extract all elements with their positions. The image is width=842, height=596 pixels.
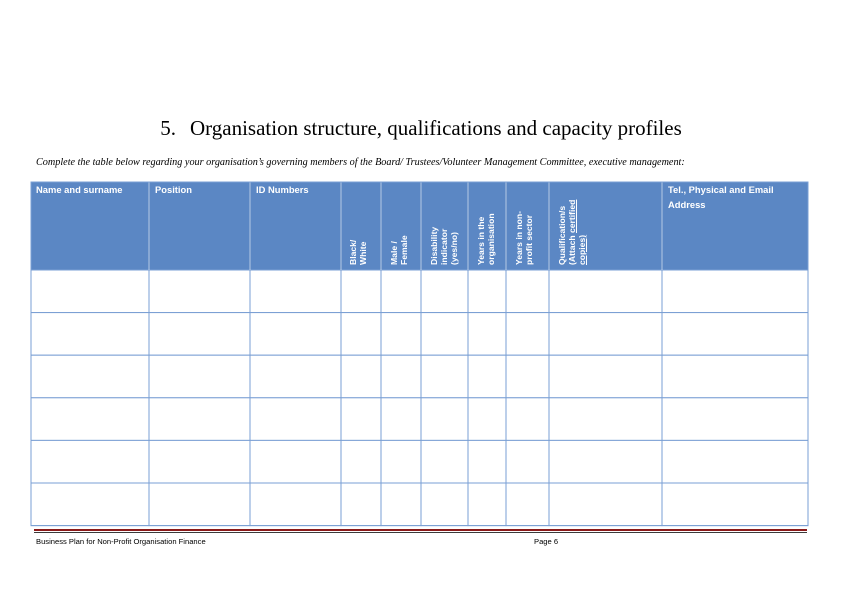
col-header-contact-line1: Tel., Physical and Email: [668, 184, 774, 195]
table-cell-r3-c7[interactable]: [467, 354, 507, 399]
table-cell-r5-c5[interactable]: [380, 439, 422, 484]
table-cell-r3-c1[interactable]: [30, 354, 150, 399]
male-female-line2: Female: [399, 235, 409, 265]
table-cell-r5-c7[interactable]: [467, 439, 507, 484]
col-header-qualifications: Qualification/s (Attach certified copies…: [557, 200, 587, 265]
black-white-line2: White: [358, 241, 368, 265]
section-heading: 5. Organisation structure, qualifications…: [0, 116, 842, 141]
table-cell-r6-c4[interactable]: [340, 482, 382, 527]
table-cell-r3-c5[interactable]: [380, 354, 422, 399]
col-header-black-white: Black/ White: [348, 240, 368, 265]
table-cell-r3-c9[interactable]: [548, 354, 663, 399]
table-cell-r6-c6[interactable]: [420, 482, 469, 527]
col-header-disability: Disability indicator (yes/no): [429, 227, 459, 265]
table-cell-r2-c7[interactable]: [467, 312, 507, 356]
table-cell-r6-c1[interactable]: [30, 482, 150, 527]
table-cell-r3-c2[interactable]: [148, 354, 251, 399]
disability-line2: indicator: [439, 228, 449, 265]
table-cell-r1-c5[interactable]: [380, 269, 422, 314]
table-cell-r4-c7[interactable]: [467, 397, 507, 441]
table-cell-r1-c3[interactable]: [249, 269, 342, 314]
table-cell-r2-c9[interactable]: [548, 312, 663, 356]
table-cell-r3-c10[interactable]: [661, 354, 809, 399]
footer-page-number: Page 6: [534, 537, 559, 546]
qualifications-line1: Qualification/s: [557, 205, 567, 265]
table-cell-r6-c7[interactable]: [467, 482, 507, 527]
table-cell-r6-c5[interactable]: [380, 482, 422, 527]
table-cell-r2-c1[interactable]: [30, 312, 150, 356]
table-cell-r2-c10[interactable]: [661, 312, 809, 356]
table-cell-r1-c10[interactable]: [661, 269, 809, 314]
table-cell-r5-c6[interactable]: [420, 439, 469, 484]
footer-document-title: Business Plan for Non-Profit Organisatio…: [36, 537, 206, 546]
qualifications-attach: (Attach: [567, 233, 577, 265]
col-header-male-female: Male / Female: [389, 235, 409, 265]
table-cell-r3-c8[interactable]: [505, 354, 550, 399]
table-cell-r4-c4[interactable]: [340, 397, 382, 441]
table-cell-r2-c3[interactable]: [249, 312, 342, 356]
years-org-line1: Years in the: [476, 216, 486, 265]
years-npo-line2: profit sector: [524, 214, 534, 265]
table-cell-r6-c3[interactable]: [249, 482, 342, 527]
table-cell-r2-c5[interactable]: [380, 312, 422, 356]
table-cell-r5-c3[interactable]: [249, 439, 342, 484]
table-cell-r6-c9[interactable]: [548, 482, 663, 527]
table-cell-r3-c6[interactable]: [420, 354, 469, 399]
table-cell-r4-c1[interactable]: [30, 397, 150, 441]
table-cell-r2-c2[interactable]: [148, 312, 251, 356]
table-cell-r6-c2[interactable]: [148, 482, 251, 527]
disability-line1: Disability: [429, 226, 439, 265]
table-cell-r5-c1[interactable]: [30, 439, 150, 484]
table-cell-r1-c7[interactable]: [467, 269, 507, 314]
table-cell-r5-c8[interactable]: [505, 439, 550, 484]
col-header-contact: Tel., Physical and Email Address: [668, 182, 774, 212]
table-cell-r4-c10[interactable]: [661, 397, 809, 441]
table-cell-r1-c6[interactable]: [420, 269, 469, 314]
qualifications-certified: certified: [567, 199, 577, 233]
male-female-line1: Male /: [389, 241, 399, 265]
years-org-line2: organisation: [486, 213, 496, 265]
table-cell-r4-c6[interactable]: [420, 397, 469, 441]
table-cell-r1-c4[interactable]: [340, 269, 382, 314]
table-cell-r2-c8[interactable]: [505, 312, 550, 356]
section-title: Organisation structure, qualifications a…: [189, 116, 682, 140]
section-number: 5.: [160, 116, 176, 140]
qualifications-line3: copies): [577, 234, 587, 265]
table-cell-r3-c3[interactable]: [249, 354, 342, 399]
col-header-position: Position: [155, 184, 192, 195]
col-header-years-npo: Years in non- profit sector: [514, 211, 534, 265]
col-header-contact-line2: Address: [668, 199, 706, 210]
table-cell-r4-c9[interactable]: [548, 397, 663, 441]
col-header-years-org: Years in the organisation: [476, 213, 496, 265]
table-header-band: [31, 182, 808, 270]
table-cell-r5-c9[interactable]: [548, 439, 663, 484]
col-header-id-numbers: ID Numbers: [256, 184, 309, 195]
table-cell-r3-c4[interactable]: [340, 354, 382, 399]
table-cell-r5-c2[interactable]: [148, 439, 251, 484]
table-cell-r1-c2[interactable]: [148, 269, 251, 314]
table-cell-r5-c4[interactable]: [340, 439, 382, 484]
disability-line3: (yes/no): [449, 232, 459, 265]
table-cell-r5-c10[interactable]: [661, 439, 809, 484]
footer-rule-red: [34, 529, 807, 531]
table-cell-r4-c2[interactable]: [148, 397, 251, 441]
table-outline: [30, 181, 809, 527]
table-cell-r4-c5[interactable]: [380, 397, 422, 441]
table-cell-r2-c6[interactable]: [420, 312, 469, 356]
table-cell-r4-c8[interactable]: [505, 397, 550, 441]
black-white-line1: Black/: [348, 239, 358, 265]
table-cell-r1-c1[interactable]: [30, 269, 150, 314]
qualifications-line2: (Attach certified: [567, 200, 577, 265]
years-npo-line1: Years in non-: [514, 211, 524, 265]
table-cell-r4-c3[interactable]: [249, 397, 342, 441]
table-cell-r1-c8[interactable]: [505, 269, 550, 314]
table-instructions: Complete the table below regarding your …: [36, 157, 685, 168]
col-header-name: Name and surname: [36, 184, 123, 195]
table-cell-r6-c8[interactable]: [505, 482, 550, 527]
table-cell-r1-c9[interactable]: [548, 269, 663, 314]
footer-rule-dark: [34, 532, 807, 533]
table-cell-r2-c4[interactable]: [340, 312, 382, 356]
table-cell-r6-c10[interactable]: [661, 482, 809, 527]
